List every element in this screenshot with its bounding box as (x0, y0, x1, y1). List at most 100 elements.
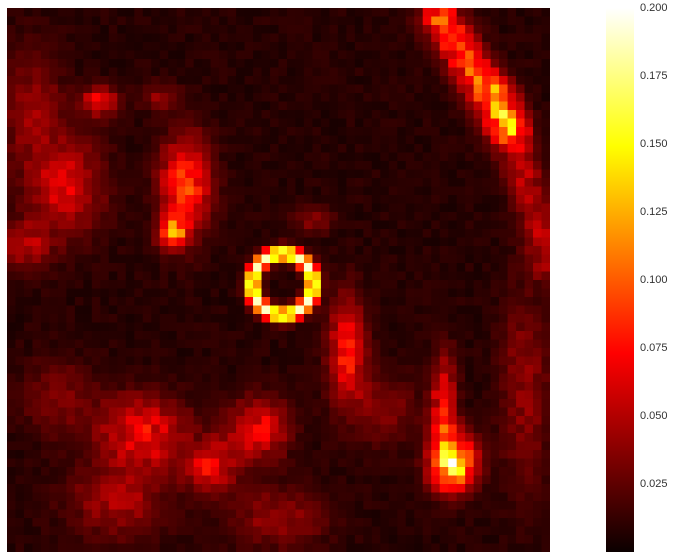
heatmap-cell (244, 203, 254, 213)
heatmap-cell (524, 467, 534, 477)
heatmap-cell (66, 501, 76, 511)
heatmap-cell (236, 526, 246, 536)
heatmap-cell (270, 305, 280, 315)
heatmap-cell (108, 220, 118, 230)
heatmap-cell (482, 407, 492, 417)
heatmap-cell (159, 331, 169, 341)
heatmap-cell (507, 535, 517, 545)
heatmap-cell (473, 390, 483, 400)
heatmap-cell (125, 110, 135, 120)
heatmap-cell (151, 484, 161, 494)
heatmap-cell (354, 161, 364, 171)
heatmap-cell (295, 254, 305, 264)
heatmap-cell (380, 314, 390, 324)
heatmap-cell (159, 50, 169, 60)
heatmap-cell (108, 84, 118, 94)
heatmap-cell (363, 382, 373, 392)
heatmap-cell (286, 501, 297, 511)
heatmap-cell (354, 365, 364, 375)
heatmap-cell (32, 59, 42, 69)
heatmap-cell (354, 84, 364, 94)
heatmap-cell (49, 237, 59, 247)
heatmap-cell (193, 186, 203, 196)
heatmap-cell (286, 280, 297, 290)
heatmap-cell (159, 195, 169, 205)
heatmap-cell (32, 322, 42, 332)
heatmap-cell (66, 152, 76, 162)
heatmap-cell (253, 365, 263, 375)
heatmap-cell (91, 16, 101, 26)
heatmap-cell (295, 314, 305, 324)
heatmap-cell (354, 331, 364, 341)
heatmap-cell (210, 135, 220, 145)
heatmap-cell (202, 271, 212, 281)
heatmap-cell (405, 144, 415, 154)
heatmap-cell (380, 203, 390, 213)
heatmap-cell (40, 246, 51, 256)
heatmap-cell (303, 441, 314, 451)
heatmap-cell (516, 356, 526, 366)
heatmap-cell (448, 441, 458, 451)
heatmap-cell (261, 475, 271, 485)
heatmap-cell (219, 450, 229, 460)
heatmap-cell (125, 135, 135, 145)
heatmap-cell (329, 416, 339, 426)
heatmap-cell (337, 76, 347, 86)
heatmap-cell (176, 8, 186, 18)
heatmap-cell (91, 509, 101, 519)
heatmap-cell (108, 169, 118, 179)
heatmap-cell (253, 33, 263, 43)
heatmap-cell (541, 467, 550, 477)
heatmap-cell (312, 254, 322, 264)
heatmap-cell (57, 501, 67, 511)
heatmap-cell (448, 382, 458, 392)
heatmap-cell (278, 8, 288, 18)
heatmap-cell (40, 93, 51, 103)
heatmap-cell (236, 50, 246, 60)
heatmap-cell (15, 382, 25, 392)
heatmap-cell (448, 475, 458, 485)
heatmap-cell (219, 526, 229, 536)
heatmap-cell (236, 144, 246, 154)
heatmap-cell (7, 8, 17, 18)
heatmap-cell (74, 67, 84, 77)
heatmap-cell (499, 356, 509, 366)
heatmap-cell (337, 509, 347, 519)
heatmap-cell (236, 76, 246, 86)
heatmap-cell (74, 161, 84, 171)
heatmap-cell (49, 59, 59, 69)
heatmap-cell (312, 161, 322, 171)
heatmap-cell (337, 42, 347, 52)
heatmap-cell (40, 331, 51, 341)
heatmap-cell (236, 42, 246, 52)
heatmap-cell (414, 416, 424, 426)
heatmap-cell (168, 518, 178, 528)
heatmap-cell (482, 135, 492, 145)
heatmap-cell (142, 518, 152, 528)
heatmap-cell (159, 484, 169, 494)
heatmap-cell (320, 356, 330, 366)
heatmap-cell (49, 220, 59, 230)
heatmap-cell (329, 492, 339, 502)
heatmap-cell (108, 101, 118, 111)
heatmap-cell (74, 195, 84, 205)
heatmap-cell (270, 195, 280, 205)
heatmap-cell (388, 458, 398, 468)
heatmap-cell (202, 101, 212, 111)
heatmap-cell (516, 25, 526, 35)
heatmap-cell (176, 424, 186, 434)
heatmap-cell (533, 501, 543, 511)
heatmap-cell (473, 42, 483, 52)
heatmap-cell (405, 127, 415, 137)
heatmap-cell (295, 339, 305, 349)
heatmap-cell (380, 169, 390, 179)
heatmap-cell (210, 543, 220, 552)
heatmap-cell (286, 220, 297, 230)
heatmap-cell (219, 93, 229, 103)
heatmap-cell (422, 382, 432, 392)
heatmap-cell (176, 76, 186, 86)
heatmap-cell (278, 169, 288, 179)
heatmap-cell (202, 441, 212, 451)
heatmap-cell (278, 152, 288, 162)
heatmap-cell (448, 348, 458, 358)
